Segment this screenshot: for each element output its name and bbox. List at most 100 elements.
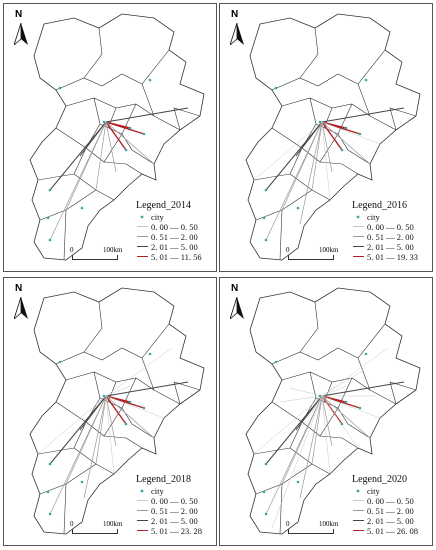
city-boundary [173, 107, 201, 131]
flow-line [49, 121, 107, 191]
city-point [264, 512, 268, 516]
legend-row-class-2: 0. 51 — 2. 00 [136, 506, 216, 516]
legend-row-class-1: 0. 00 — 0. 50 [136, 496, 216, 506]
city-boundary [55, 323, 170, 365]
city-point [58, 360, 62, 364]
flow-line [321, 395, 381, 419]
city-point [142, 132, 146, 136]
flow-line [311, 395, 323, 465]
legend-row-class-4: 5. 01 — 11. 56 [136, 252, 216, 262]
north-arrow: N [12, 283, 34, 320]
city-point [124, 148, 128, 152]
legend-city-label: city [367, 486, 380, 496]
scale-bar-line [288, 255, 334, 260]
city-boundary [83, 27, 103, 79]
flow-line [83, 395, 107, 499]
city-boundary [319, 161, 359, 175]
legend-title: Legend_2020 [352, 474, 407, 485]
city-point [318, 394, 322, 398]
flow-line [311, 121, 323, 191]
flow-line [265, 395, 323, 465]
city-boundary [253, 401, 303, 455]
city-boundary [271, 49, 386, 91]
legend-row-class-1: 0. 00 — 0. 50 [136, 222, 216, 232]
scale-distance-label: 100km [319, 520, 339, 528]
scale-bar: 0 100km [285, 246, 349, 263]
city-point [318, 120, 322, 124]
north-arrow: N [228, 9, 250, 46]
flow-line [105, 381, 189, 397]
city-boundary [357, 83, 371, 117]
flow-line [289, 387, 323, 397]
city-boundary [279, 483, 283, 535]
legend-title: Legend_2016 [352, 200, 407, 211]
legend-row-class-1: 0. 00 — 0. 50 [352, 496, 432, 506]
scale-distance-label: 100km [103, 246, 123, 254]
city-boundary [271, 323, 386, 365]
flow-line [279, 395, 323, 403]
scale-zero-label: 0 [286, 246, 290, 254]
city-point [80, 480, 84, 484]
city-point [264, 238, 268, 242]
city-boundary [83, 301, 103, 353]
map-svg [29, 13, 205, 261]
flow-line [265, 121, 323, 241]
legend-class-label: 0. 51 — 2. 00 [367, 232, 414, 242]
flow-line [253, 395, 323, 455]
city-point [344, 126, 348, 130]
map-panel-2016: N Legend_2016 city 0. 00 — 0. 50 0. 51 —… [219, 3, 433, 272]
city-point [296, 206, 300, 210]
flow-line [321, 381, 405, 397]
city-point [128, 126, 132, 130]
map-svg [245, 287, 421, 535]
city-boundary [65, 371, 181, 405]
city-boundary [357, 357, 371, 391]
flow-line [321, 347, 389, 397]
city-point [48, 512, 52, 516]
city-boundary [319, 435, 359, 449]
flow-line [49, 121, 107, 241]
flow-line [37, 395, 107, 455]
city-boundary [279, 209, 283, 261]
map-panel-2020: N Legend_2020 city 0. 00 — 0. 50 0. 51 —… [219, 277, 433, 546]
north-arrow-icon [14, 297, 28, 319]
legend-city-label: city [367, 212, 380, 222]
city-point [142, 406, 146, 410]
flow-line [105, 395, 115, 475]
legend-row-class-3: 2. 01 — 5. 00 [352, 242, 432, 252]
city-boundary [65, 97, 181, 131]
city-boundary [63, 209, 67, 261]
legend-class-label: 0. 51 — 2. 00 [367, 506, 414, 516]
legend-class-label: 5. 01 — 11. 56 [151, 252, 202, 262]
legend-class-label: 2. 01 — 5. 00 [367, 516, 414, 526]
map-svg [245, 13, 421, 261]
legend: Legend_2020 city 0. 00 — 0. 50 0. 51 — 2… [352, 474, 432, 537]
scale-zero-label: 0 [70, 246, 74, 254]
city-point [364, 78, 368, 82]
city-boundary [55, 49, 170, 91]
city-boundary [37, 127, 87, 181]
city-point [274, 360, 278, 364]
city-point [58, 86, 62, 90]
scale-zero-label: 0 [70, 520, 74, 528]
city-boundary [281, 97, 397, 131]
map-panel-2018: N Legend_2018 city 0. 00 — 0. 50 0. 51 —… [3, 277, 217, 546]
north-arrow-icon [14, 23, 28, 45]
city-boundary [301, 397, 339, 437]
legend-row-class-2: 0. 51 — 2. 00 [352, 232, 432, 242]
legend-class-label: 0. 00 — 0. 50 [367, 496, 414, 506]
city-point [80, 206, 84, 210]
legend-class-label: 2. 01 — 5. 00 [151, 516, 198, 526]
flow-line [307, 395, 323, 419]
legend-row-class-2: 0. 51 — 2. 00 [136, 232, 216, 242]
legend-class-label: 5. 01 — 23. 28 [151, 526, 202, 536]
city-point [48, 462, 52, 466]
legend-row-class-4: 5. 01 — 19. 33 [352, 252, 432, 262]
flow-line [265, 121, 323, 191]
city-point [262, 490, 266, 494]
flow-line [105, 395, 155, 439]
flow-line [105, 121, 127, 151]
flow-line [321, 395, 361, 409]
map-panel-2014: N Legend_2014 city 0. 00 — 0. 50 0. 51 —… [3, 3, 217, 272]
north-arrow: N [12, 9, 34, 46]
